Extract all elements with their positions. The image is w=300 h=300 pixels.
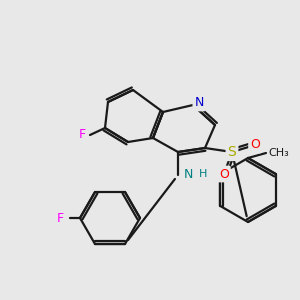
Text: S: S bbox=[228, 145, 236, 159]
Text: N: N bbox=[183, 169, 193, 182]
Text: CH₃: CH₃ bbox=[268, 148, 289, 158]
Text: N: N bbox=[194, 97, 204, 110]
Text: F: F bbox=[56, 212, 64, 224]
Text: F: F bbox=[78, 128, 85, 142]
Text: H: H bbox=[199, 169, 207, 179]
Text: O: O bbox=[219, 167, 229, 181]
Text: O: O bbox=[250, 139, 260, 152]
